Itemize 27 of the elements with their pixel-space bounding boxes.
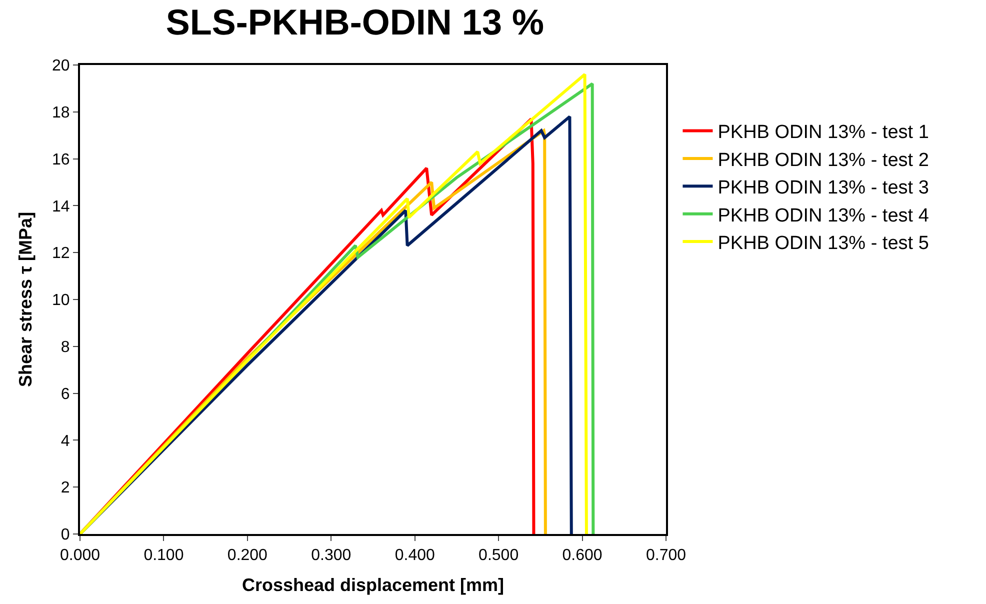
- x-tick-label: 0.600: [562, 547, 602, 564]
- y-tick-label: 16: [52, 151, 70, 168]
- legend-label: PKHB ODIN 13% - test 1: [718, 122, 929, 144]
- legend-label: PKHB ODIN 13% - test 4: [718, 205, 930, 226]
- x-tick-label: 0.300: [311, 547, 352, 564]
- y-tick-label: 6: [60, 386, 70, 403]
- legend-label: PKHB ODIN 13% - test 3: [718, 178, 929, 199]
- y-tick-label: 20: [52, 58, 70, 75]
- y-tick-label: 2: [60, 480, 70, 497]
- legend-label: PKHB ODIN 13% - test 5: [718, 232, 929, 254]
- x-tick-label: 0.700: [646, 547, 686, 564]
- x-tick-label: 0.500: [478, 547, 519, 564]
- x-tick-label: 0.400: [394, 547, 435, 564]
- x-tick-label: 0.100: [144, 547, 184, 564]
- x-axis-title: Crosshead displacement [mm]: [242, 574, 504, 595]
- y-tick-label: 4: [60, 432, 70, 450]
- y-tick-label: 18: [52, 104, 70, 122]
- x-tick-label: 0.200: [227, 547, 268, 564]
- y-tick-label: 8: [60, 339, 70, 356]
- y-tick-label: 12: [52, 245, 70, 262]
- chart-title: SLS-PKHB-ODIN 13 %: [166, 1, 544, 42]
- y-tick-label: 0: [60, 526, 70, 544]
- y-tick-label: 10: [52, 292, 70, 310]
- y-axis-title: Shear stress τ [MPa]: [16, 212, 36, 388]
- legend-label: PKHB ODIN 13% - test 2: [718, 150, 929, 171]
- x-tick-label: 0.000: [60, 547, 100, 564]
- y-tick-label: 14: [52, 198, 70, 216]
